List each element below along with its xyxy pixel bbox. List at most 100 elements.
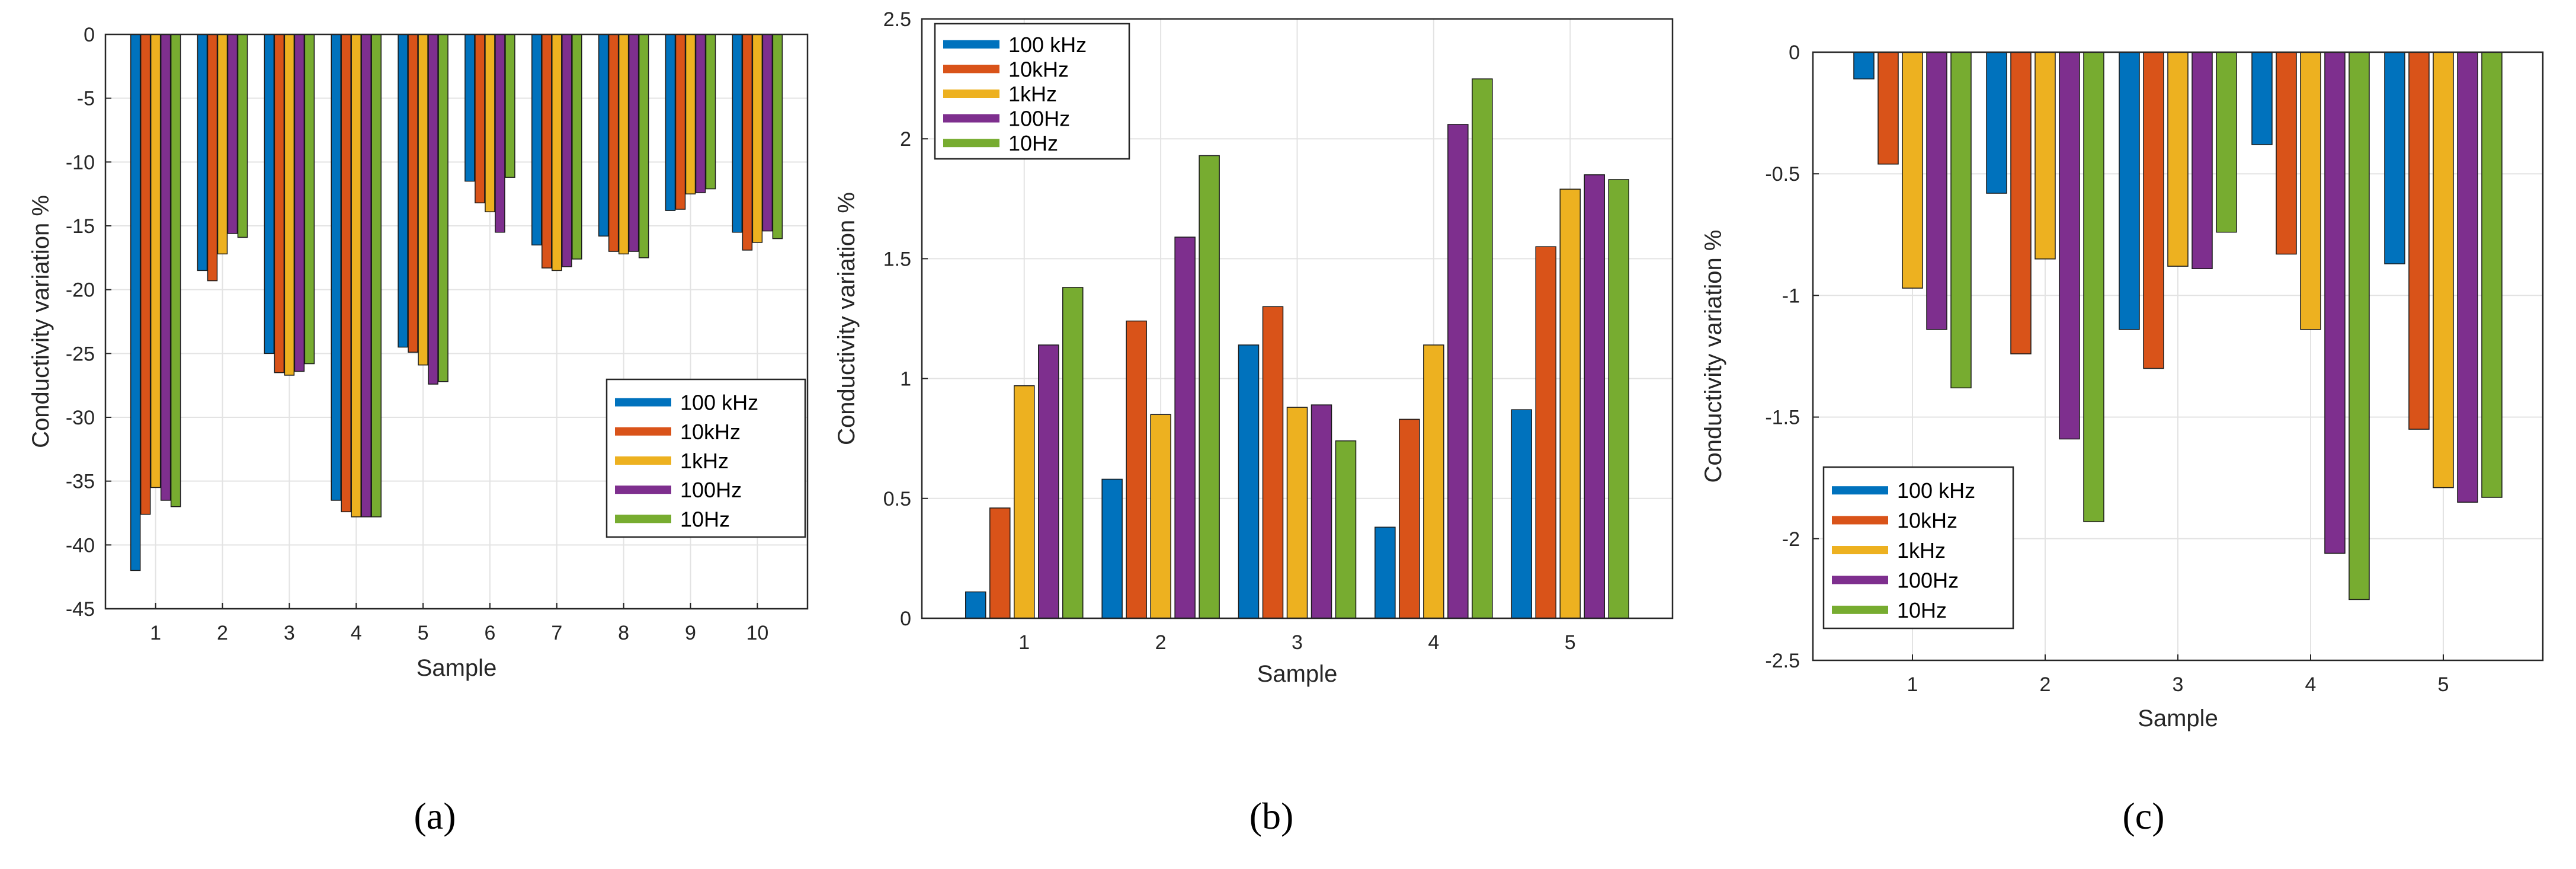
y-tick-label-b: 0.5 [883, 488, 911, 510]
bar-a-s1-c2 [197, 34, 208, 271]
bar-c-s1-c3 [2119, 52, 2140, 330]
bar-c-s3-c3 [2167, 52, 2189, 267]
bar-a-s2-c4 [341, 34, 351, 513]
bar-c-s5-c3 [2216, 52, 2237, 233]
bar-a-s1-c9 [665, 34, 676, 211]
y-tick-label-a: -40 [66, 534, 95, 557]
x-tick-label-a: 4 [351, 622, 362, 644]
y-tick-label-a: -45 [66, 598, 95, 621]
bar-a-s5-c8 [638, 34, 649, 258]
bar-a-s4-c4 [361, 34, 371, 517]
bar-b-s3-c1 [1014, 385, 1035, 619]
legend-label-a-3: 1kHz [680, 449, 729, 473]
bar-a-s4-c6 [495, 34, 505, 233]
bar-c-s3-c5 [2433, 52, 2454, 488]
bar-b-s2-c4 [1399, 418, 1420, 619]
y-axis-label-c: Conductivity variation % [1700, 230, 1726, 483]
x-tick-label-a: 6 [484, 622, 495, 644]
bar-c-s5-c5 [2481, 52, 2503, 498]
x-tick-label-b: 2 [1155, 631, 1167, 654]
bar-c-s3-c2 [2034, 52, 2056, 260]
x-tick-label-c: 4 [2305, 673, 2317, 696]
legend-label-c-5: 10Hz [1897, 598, 1947, 622]
bar-a-s5-c5 [438, 34, 448, 382]
legend-swatch-b-5 [943, 139, 999, 148]
bar-b-s4-c2 [1174, 237, 1196, 619]
y-tick-label-a: -35 [66, 471, 95, 493]
bar-a-s1-c8 [598, 34, 609, 237]
x-tick-label-c: 5 [2438, 673, 2449, 696]
bar-a-s3-c2 [217, 34, 228, 255]
bar-a-s3-c1 [150, 34, 161, 488]
bar-c-s1-c4 [2251, 52, 2273, 145]
bar-a-s1-c3 [264, 34, 275, 354]
x-axis-label-c: Sample [2138, 705, 2218, 731]
caption-b: (b) [1249, 795, 1294, 837]
bar-b-s2-c2 [1126, 320, 1147, 619]
bar-a-s3-c9 [685, 34, 696, 194]
y-tick-label-c: -0.5 [1765, 163, 1800, 186]
legend-label-b-1: 100 kHz [1008, 33, 1087, 57]
legend-swatch-c-1 [1832, 486, 1888, 495]
bar-a-s5-c2 [237, 34, 248, 238]
x-tick-label-c: 3 [2173, 673, 2184, 696]
bar-a-s5-c10 [772, 34, 783, 239]
bar-a-s4-c9 [695, 34, 706, 193]
legend-swatch-c-2 [1832, 516, 1888, 525]
bar-c-s3-c1 [1902, 52, 1923, 289]
y-tick-label-a: -25 [66, 343, 95, 365]
legend-swatch-c-5 [1832, 605, 1888, 614]
bar-c-s4-c4 [2324, 52, 2346, 554]
bar-b-s4-c4 [1447, 124, 1469, 619]
bar-b-s1-c3 [1238, 344, 1260, 619]
bar-a-s2-c10 [742, 34, 753, 251]
bar-a-s4-c10 [762, 34, 773, 232]
bar-a-s1-c6 [464, 34, 475, 182]
bar-b-s5-c5 [1608, 179, 1629, 619]
bar-c-s1-c5 [2384, 52, 2405, 264]
bar-a-s2-c8 [608, 34, 619, 252]
bar-a-s2-c1 [140, 34, 151, 515]
legend-swatch-a-4 [615, 485, 671, 494]
y-tick-label-c: -1 [1782, 285, 1800, 307]
bar-b-s3-c2 [1150, 414, 1171, 619]
y-axis-label-b: Conductivity variation % [834, 192, 860, 445]
x-tick-label-a: 3 [284, 622, 295, 644]
legend-label-b-4: 100Hz [1008, 107, 1070, 131]
bar-b-s5-c4 [1472, 78, 1493, 619]
bar-a-s5-c9 [705, 34, 716, 190]
y-tick-label-c: 0 [1789, 41, 1800, 64]
bar-b-s5-c3 [1335, 440, 1357, 619]
bar-c-s5-c1 [1950, 52, 1972, 389]
legend-swatch-c-3 [1832, 546, 1888, 554]
y-tick-label-b: 1 [900, 368, 911, 391]
bar-b-s3-c4 [1423, 344, 1444, 619]
bar-c-s2-c5 [2408, 52, 2430, 430]
bar-c-s2-c3 [2143, 52, 2164, 369]
bar-a-s3-c7 [552, 34, 562, 271]
bar-a-s4-c5 [428, 34, 438, 385]
legend-label-b-5: 10Hz [1008, 131, 1058, 155]
x-tick-label-a: 10 [746, 622, 768, 644]
x-tick-label-a: 9 [685, 622, 696, 644]
bar-a-s5-c1 [170, 34, 181, 507]
axes-box-c [1812, 51, 2544, 662]
legend-label-b-3: 1kHz [1008, 82, 1057, 106]
legend-label-a-5: 10Hz [680, 507, 730, 531]
caption-a: (a) [414, 795, 456, 837]
bar-b-s2-c1 [989, 507, 1011, 619]
bar-b-s4-c1 [1038, 344, 1059, 619]
x-tick-label-a: 1 [150, 622, 161, 644]
bar-a-s4-c1 [160, 34, 171, 501]
x-tick-label-a: 2 [217, 622, 228, 644]
bar-b-s5-c2 [1199, 155, 1220, 619]
legend-swatch-a-5 [615, 515, 671, 523]
bar-a-s2-c5 [408, 34, 418, 353]
bar-b-s1-c2 [1101, 478, 1123, 619]
bar-b-s3-c5 [1559, 189, 1581, 619]
x-tick-label-c: 1 [1907, 673, 1918, 696]
bar-c-s3-c4 [2300, 52, 2321, 330]
bar-a-s3-c6 [485, 34, 495, 213]
legend-swatch-a-3 [615, 456, 671, 465]
bar-a-s2-c9 [675, 34, 686, 210]
